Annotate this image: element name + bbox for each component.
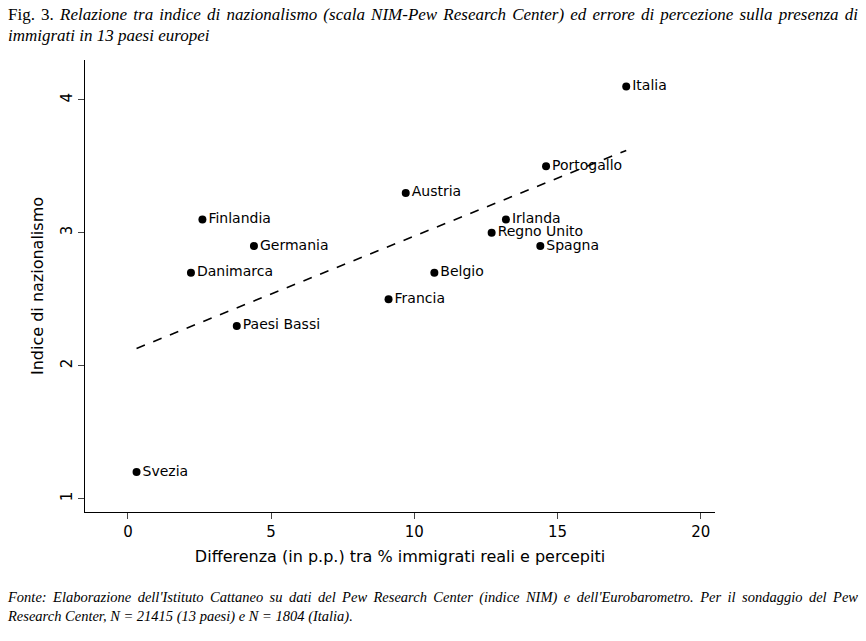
html-text:Fig. 3. Relazione tra indice d: Fig. 3. Relazione tra indice di nazional… [8,5,858,45]
svg-text:Differenza (in p.p.) tra % imm: Differenza (in p.p.) tra % immigrati rea… [195,547,605,566]
svg-text:Indice di nazionalismo: Indice di nazionalismo [28,197,47,375]
svg-text:3: 3 [58,226,76,236]
svg-text:15: 15 [548,523,567,541]
svg-text:Danimarca: Danimarca [197,263,273,279]
svg-text:4: 4 [58,93,76,103]
svg-text:Spagna: Spagna [546,237,599,253]
svg-text:0: 0 [123,523,133,541]
svg-text:2: 2 [58,359,76,369]
svg-text:Paesi Bassi: Paesi Bassi [243,316,320,332]
svg-text:Austria: Austria [412,183,461,199]
svg-text:1: 1 [58,492,76,502]
svg-text:20: 20 [691,523,710,541]
svg-text:Italia: Italia [632,77,667,93]
svg-text:5: 5 [266,523,276,541]
svg-text:Portogallo: Portogallo [552,157,622,173]
svg-text:Regno Unito: Regno Unito [498,223,584,239]
svg-text:10: 10 [405,523,424,541]
svg-text:Germania: Germania [260,237,329,253]
svg-text:Belgio: Belgio [440,263,483,279]
svg-text:Francia: Francia [395,290,445,306]
svg-text:Finlandia: Finlandia [208,210,271,226]
svg-text:Svezia: Svezia [143,463,189,479]
svg-text:Irlanda: Irlanda [512,210,561,226]
html-text:Fonte: Elaborazione dell'Istit: Fonte: Elaborazione dell'Istituto Cattan… [8,589,858,624]
